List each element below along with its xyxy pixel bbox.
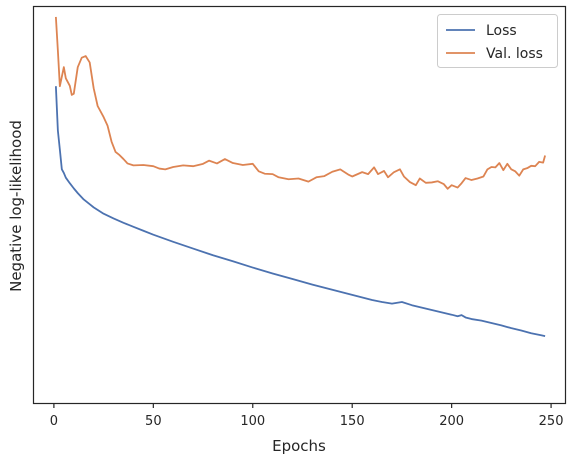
series-line-val-loss xyxy=(54,16,546,190)
x-axis-ticks: 0 50 100 150 200 250 xyxy=(50,403,564,429)
x-tick-label: 150 xyxy=(340,414,365,429)
plot-area xyxy=(54,16,546,337)
axes-frame xyxy=(32,5,567,405)
x-tick-label: 0 xyxy=(50,414,58,429)
legend-label-val-loss: Val. loss xyxy=(486,46,543,62)
y-axis-label: Negative log-likelihood xyxy=(7,120,25,292)
x-tick-label: 50 xyxy=(145,414,162,429)
legend-box xyxy=(437,14,558,68)
x-tick-label: 250 xyxy=(539,414,564,429)
legend: Loss Val. loss xyxy=(437,14,558,68)
legend-label-loss: Loss xyxy=(486,23,517,39)
series-line-loss xyxy=(54,86,546,337)
x-axis-label: Epochs xyxy=(272,437,326,455)
x-tick-label: 100 xyxy=(240,414,265,429)
x-tick-label: 200 xyxy=(439,414,464,429)
